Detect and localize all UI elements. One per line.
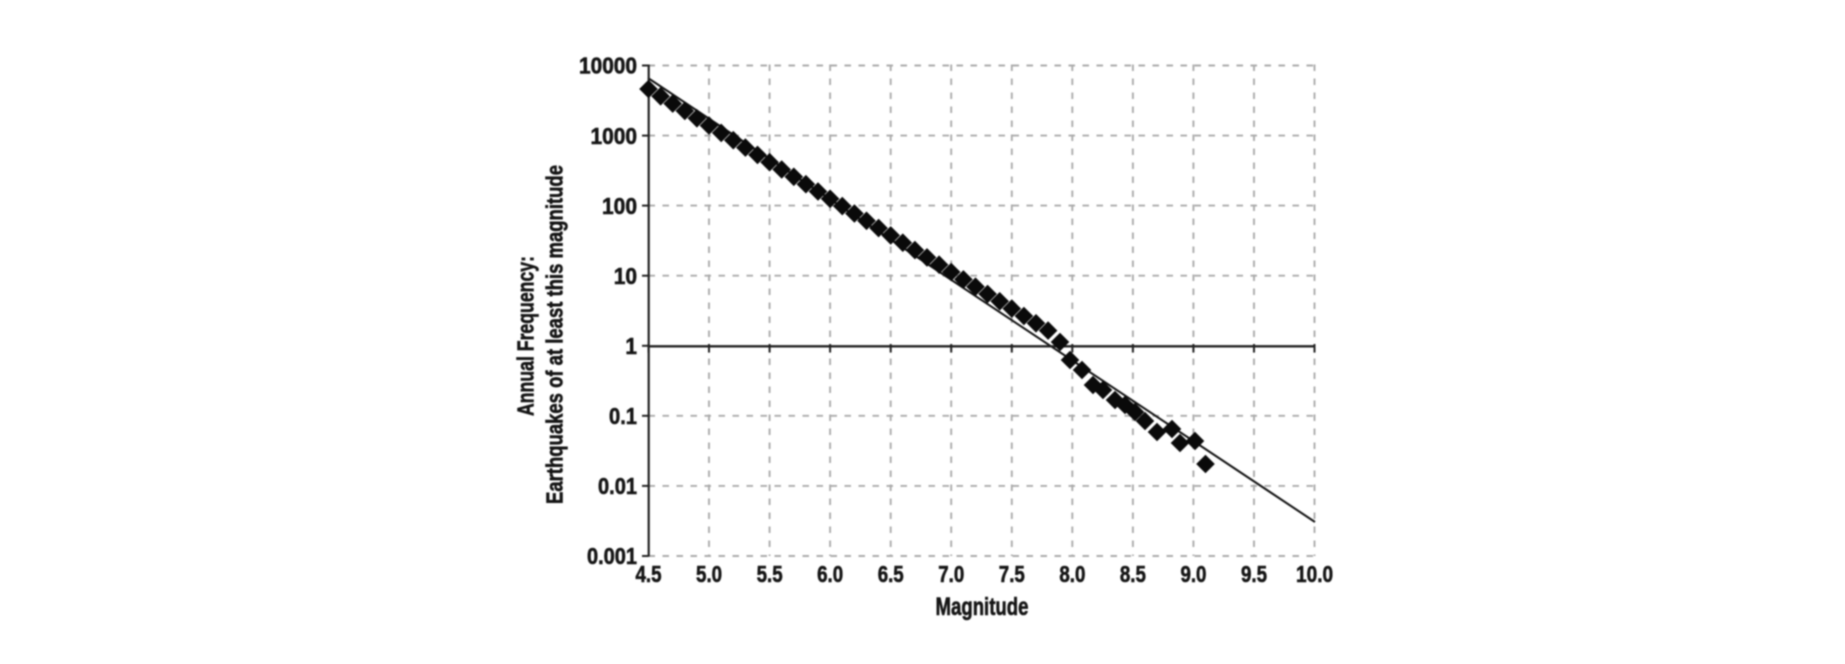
svg-text:10000: 10000: [579, 53, 637, 79]
svg-text:0.1: 0.1: [609, 403, 637, 429]
svg-text:6.0: 6.0: [817, 561, 843, 587]
svg-text:1000: 1000: [591, 123, 638, 149]
svg-text:0.001: 0.001: [587, 543, 637, 569]
svg-text:5.5: 5.5: [757, 561, 783, 587]
svg-text:Magnitude: Magnitude: [936, 593, 1029, 621]
svg-text:7.0: 7.0: [938, 561, 964, 587]
svg-text:10: 10: [614, 263, 637, 289]
svg-text:Earthquakes of at least this m: Earthquakes of at least this magnitude: [542, 165, 568, 504]
svg-text:5.0: 5.0: [696, 561, 722, 587]
svg-text:8.0: 8.0: [1059, 561, 1085, 587]
svg-text:6.5: 6.5: [878, 561, 904, 587]
svg-text:9.0: 9.0: [1180, 561, 1206, 587]
svg-text:1: 1: [625, 333, 637, 359]
svg-text:4.5: 4.5: [636, 561, 662, 587]
svg-text:100: 100: [602, 193, 637, 219]
svg-text:0.01: 0.01: [598, 473, 637, 499]
svg-text:8.5: 8.5: [1120, 561, 1146, 587]
svg-text:7.5: 7.5: [999, 561, 1025, 587]
svg-text:9.5: 9.5: [1241, 561, 1267, 587]
svg-text:10.0: 10.0: [1296, 561, 1333, 587]
svg-text:Annual Frequency:: Annual Frequency:: [513, 256, 539, 416]
